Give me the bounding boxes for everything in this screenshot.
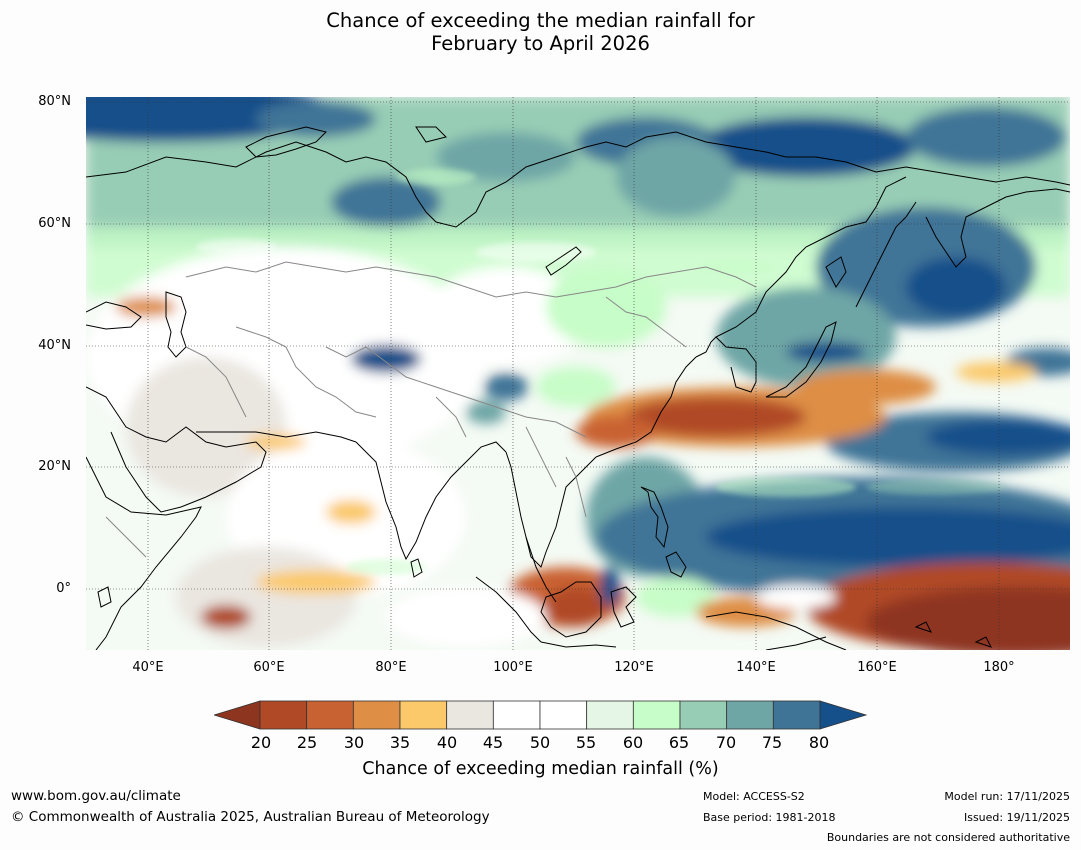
colorbar-tick: 65 xyxy=(668,733,690,752)
colorbar-segment xyxy=(399,700,448,730)
colorbar-tick: 40 xyxy=(436,733,458,752)
lon-label-180: 180° xyxy=(983,660,1015,675)
lon-label-40e: 40°E xyxy=(132,660,164,675)
colorbar-tick: 45 xyxy=(482,733,504,752)
colorbar-segment xyxy=(586,700,634,730)
lon-label-140e: 140°E xyxy=(736,660,776,675)
colorbar-tick: 80 xyxy=(808,733,830,752)
colorbar-tick: 50 xyxy=(529,733,551,752)
colorbar-segment xyxy=(726,700,774,730)
lon-label-160e: 160°E xyxy=(857,660,897,675)
lon-label-60e: 60°E xyxy=(253,660,285,675)
map-title: Chance of exceeding the median rainfall … xyxy=(0,9,1081,55)
lat-label-0: 0° xyxy=(56,581,71,596)
probability-field xyxy=(86,97,1070,650)
colorbar-tick: 25 xyxy=(296,733,318,752)
colorbar-segment xyxy=(306,700,354,730)
colorbar-segment xyxy=(679,700,728,730)
issued-text: Issued: 19/11/2025 xyxy=(963,811,1070,824)
colorbar-tick: 30 xyxy=(343,733,365,752)
colorbar-segment xyxy=(632,700,681,730)
colorbar-tick: 35 xyxy=(389,733,411,752)
coastlines xyxy=(86,126,1070,650)
graticule xyxy=(86,97,1070,650)
lat-label-80n: 80°N xyxy=(38,94,71,109)
title-line-2: February to April 2026 xyxy=(431,32,650,55)
colorbar-segment xyxy=(352,700,401,730)
colorbar-segment xyxy=(772,700,821,730)
lat-label-40n: 40°N xyxy=(38,338,71,353)
colorbar-segment xyxy=(539,700,588,730)
colorbar-tick: 60 xyxy=(622,733,644,752)
colorbar-label: Chance of exceeding median rainfall (%) xyxy=(362,759,719,779)
copyright-text: © Commonwealth of Australia 2025, Austra… xyxy=(11,809,490,825)
country-borders xyxy=(105,261,757,558)
colorbar-high-arrow xyxy=(819,700,868,730)
colorbar-tick: 75 xyxy=(761,733,783,752)
lon-label-120e: 120°E xyxy=(614,660,654,675)
boundaries-note: Boundaries are not considered authoritat… xyxy=(826,831,1070,844)
title-line-1: Chance of exceeding the median rainfall … xyxy=(326,9,755,32)
colorbar-segment xyxy=(446,700,494,730)
model-text: Model: ACCESS-S2 xyxy=(703,790,805,803)
lat-label-20n: 20°N xyxy=(38,459,71,474)
lon-label-100e: 100°E xyxy=(493,660,533,675)
colorbar-tick: 55 xyxy=(575,733,597,752)
colorbar-segment xyxy=(259,700,308,730)
website-link[interactable]: www.bom.gov.au/climate xyxy=(11,788,181,804)
lat-label-60n: 60°N xyxy=(38,216,71,231)
colorbar-segment xyxy=(492,700,541,730)
map-canvas xyxy=(86,97,1070,650)
colorbar-low-arrow xyxy=(214,700,261,730)
colorbar-segments xyxy=(259,700,821,730)
colorbar-tick: 20 xyxy=(250,733,272,752)
colorbar xyxy=(214,700,868,730)
colorbar-tick: 70 xyxy=(715,733,737,752)
rainfall-map xyxy=(86,97,1070,650)
model-run-text: Model run: 17/11/2025 xyxy=(944,790,1070,803)
lon-label-80e: 80°E xyxy=(375,660,407,675)
field-texture xyxy=(196,169,1006,575)
base-period-text: Base period: 1981-2018 xyxy=(703,811,836,824)
